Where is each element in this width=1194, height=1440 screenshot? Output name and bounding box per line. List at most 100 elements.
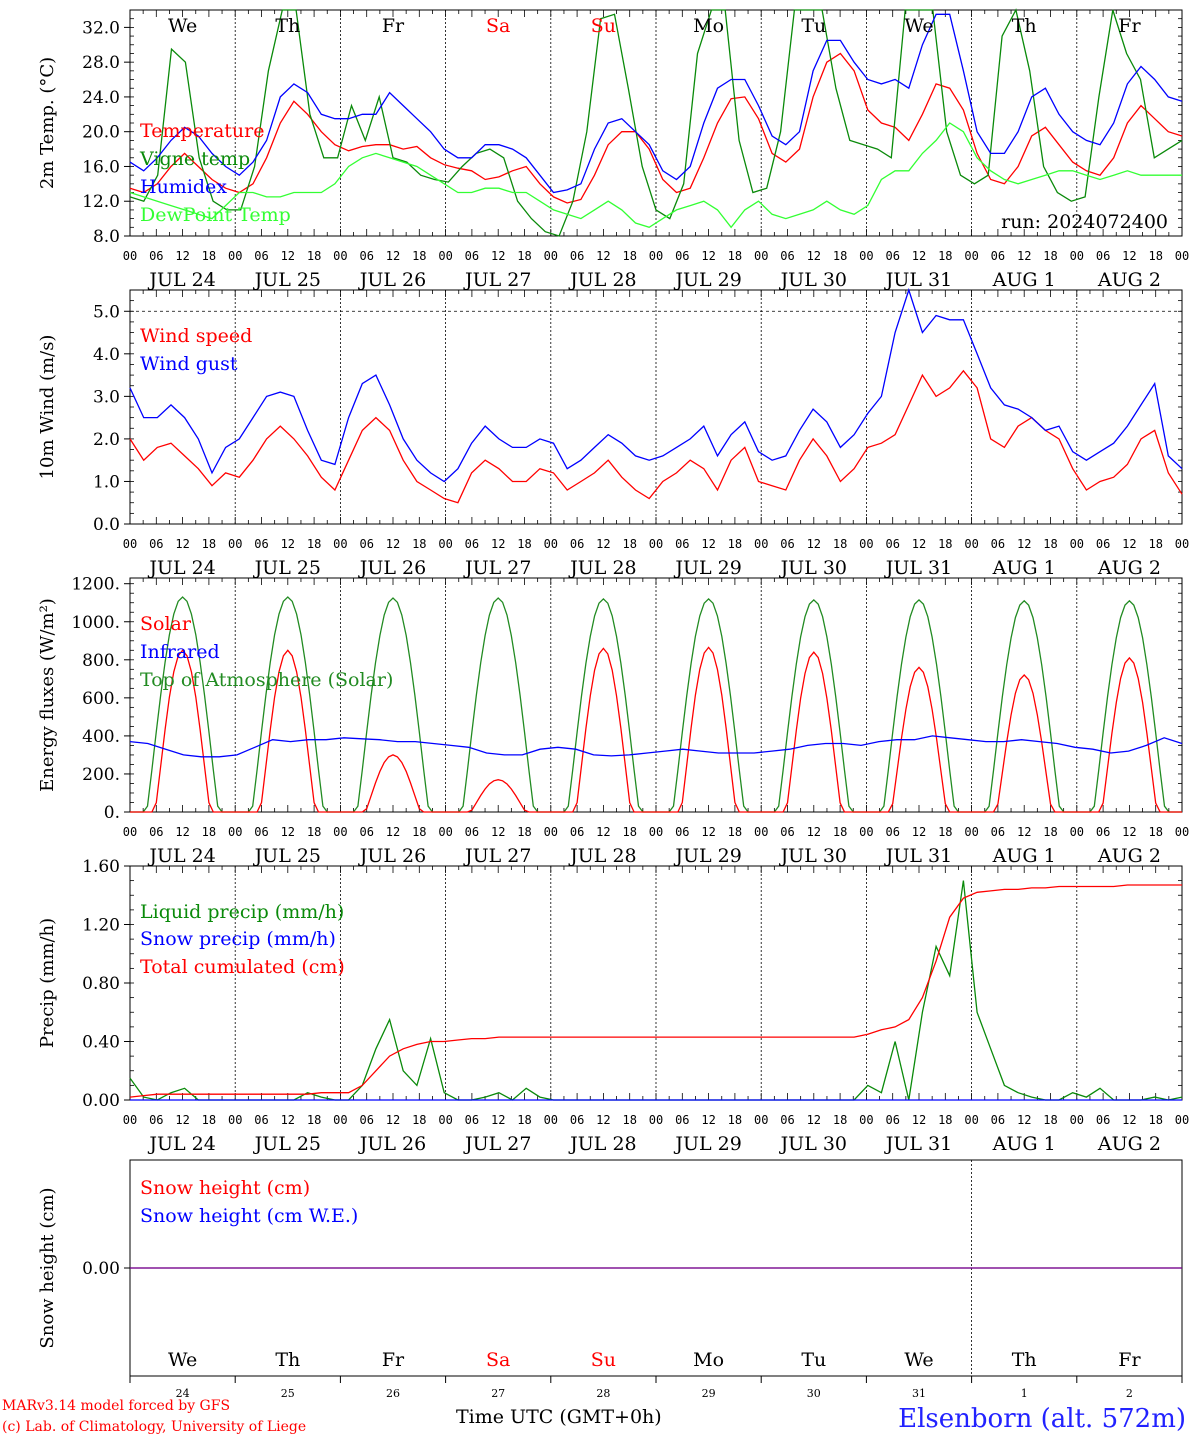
solar-line — [130, 646, 1182, 813]
hour-tick-label: 18 — [517, 825, 531, 839]
hour-tick-label: 00 — [544, 1113, 558, 1127]
hour-tick-label: 06 — [1096, 1113, 1110, 1127]
hour-tick-label: 18 — [728, 825, 742, 839]
y-tick-label: 8.0 — [93, 227, 120, 247]
date-label: JUL 24 — [147, 269, 215, 291]
hour-tick-label: 06 — [1096, 249, 1110, 263]
hour-tick-label: 00 — [333, 537, 347, 551]
hour-tick-label: 18 — [412, 537, 426, 551]
series-line-1 — [129, 287, 1183, 483]
hour-tick-label: 18 — [728, 1113, 742, 1127]
y-tick-label: 400. — [82, 727, 120, 747]
hour-tick-label: 00 — [754, 825, 768, 839]
hour-tick-label: 00 — [1070, 249, 1084, 263]
hour-tick-label: 00 — [859, 537, 873, 551]
hour-tick-label: 18 — [833, 825, 847, 839]
hour-tick-label: 18 — [517, 249, 531, 263]
hour-tick-label: 00 — [859, 1113, 873, 1127]
y-tick-label: 28.0 — [82, 53, 120, 73]
weekday-label: Sa — [486, 1349, 510, 1371]
hour-tick-label: 00 — [438, 1113, 452, 1127]
hour-tick-label: 06 — [254, 537, 268, 551]
hour-tick-label: 06 — [780, 249, 794, 263]
hour-tick-label: 06 — [675, 1113, 689, 1127]
hour-tick-label: 12 — [491, 1113, 505, 1127]
weekday-label: Fr — [1118, 15, 1141, 37]
legend-label: Temperature — [140, 120, 264, 142]
y-tick-label: 0.40 — [82, 1033, 120, 1053]
hour-tick-label: 18 — [938, 825, 952, 839]
legend-label: Top of Atmosphere (Solar) — [140, 669, 393, 691]
date-label: JUL 26 — [358, 1133, 426, 1155]
weekday-label: We — [904, 1349, 933, 1371]
hour-tick-label: 00 — [859, 825, 873, 839]
legend-label: DewPoint Temp — [140, 204, 291, 226]
date-label: JUL 26 — [358, 557, 426, 579]
date-label: AUG 1 — [992, 269, 1056, 291]
legend-label: Snow height (cm) — [140, 1177, 310, 1199]
hour-tick-label: 12 — [1017, 537, 1031, 551]
date-label: JUL 29 — [673, 269, 741, 291]
day-number-label: 30 — [807, 1387, 821, 1400]
hour-tick-label: 06 — [149, 1113, 163, 1127]
hour-tick-label: 00 — [228, 1113, 242, 1127]
date-label: JUL 25 — [253, 1133, 321, 1155]
hour-tick-label: 18 — [202, 537, 216, 551]
y-tick-label: 4.0 — [93, 345, 120, 365]
hour-tick-label: 18 — [622, 825, 636, 839]
hour-tick-label: 12 — [912, 825, 926, 839]
hour-tick-label: 00 — [123, 537, 137, 551]
date-label: JUL 28 — [568, 845, 636, 867]
hour-tick-label: 12 — [281, 537, 295, 551]
hour-tick-label: 12 — [491, 249, 505, 263]
weekday-label: We — [168, 15, 197, 37]
hour-tick-label: 12 — [596, 249, 610, 263]
hour-tick-label: 18 — [202, 825, 216, 839]
hour-tick-label: 12 — [1122, 537, 1136, 551]
hour-tick-label: 18 — [307, 1113, 321, 1127]
y-tick-label: 200. — [82, 765, 120, 785]
hour-tick-label: 12 — [807, 249, 821, 263]
hour-tick-label: 18 — [412, 249, 426, 263]
hour-tick-label: 06 — [1096, 825, 1110, 839]
y-tick-label: 32.0 — [82, 18, 120, 38]
date-label: JUL 27 — [463, 845, 531, 867]
hour-tick-label: 06 — [149, 537, 163, 551]
hour-tick-label: 06 — [675, 825, 689, 839]
hour-tick-label: 00 — [228, 825, 242, 839]
hour-tick-label: 00 — [1175, 249, 1189, 263]
hour-tick-label: 12 — [386, 1113, 400, 1127]
hour-tick-label: 00 — [123, 825, 137, 839]
date-label: AUG 2 — [1097, 269, 1161, 291]
date-label: JUL 24 — [147, 845, 215, 867]
y-tick-label: 1.20 — [82, 916, 120, 936]
date-label: JUL 25 — [253, 269, 321, 291]
date-label: JUL 24 — [147, 557, 215, 579]
hour-tick-label: 12 — [281, 1113, 295, 1127]
hour-tick-label: 00 — [649, 249, 663, 263]
day-number-label: 29 — [702, 1387, 716, 1400]
y-tick-label: 0. — [104, 803, 120, 823]
hour-tick-label: 18 — [517, 1113, 531, 1127]
hour-tick-label: 06 — [885, 249, 899, 263]
hour-tick-label: 18 — [728, 537, 742, 551]
date-label: JUL 29 — [673, 845, 741, 867]
hour-tick-label: 00 — [544, 249, 558, 263]
hour-tick-label: 06 — [570, 1113, 584, 1127]
y-tick-label: 0.00 — [82, 1091, 120, 1111]
date-label: JUL 29 — [673, 1133, 741, 1155]
hour-tick-label: 06 — [780, 537, 794, 551]
hour-tick-label: 00 — [333, 1113, 347, 1127]
date-label: JUL 28 — [568, 269, 636, 291]
hour-tick-label: 00 — [544, 537, 558, 551]
hour-tick-label: 06 — [885, 537, 899, 551]
hour-tick-label: 18 — [307, 825, 321, 839]
hour-tick-label: 06 — [991, 825, 1005, 839]
legend-label: Snow precip (mm/h) — [140, 928, 336, 950]
hour-tick-label: 12 — [807, 825, 821, 839]
hour-tick-label: 18 — [1148, 1113, 1162, 1127]
hour-tick-label: 18 — [1148, 825, 1162, 839]
y-axis-label: Snow height (cm) — [37, 1187, 58, 1348]
hour-tick-label: 00 — [123, 249, 137, 263]
hour-tick-label: 12 — [596, 537, 610, 551]
